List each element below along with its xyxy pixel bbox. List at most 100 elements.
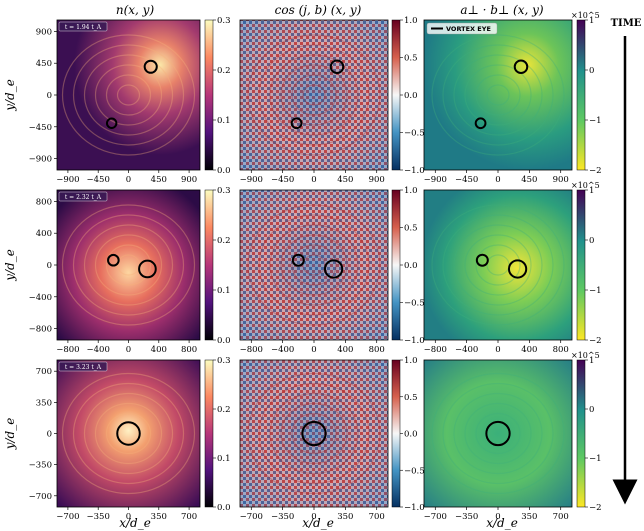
x-tick-label: 700 (369, 512, 385, 522)
vortex-eye-circle (474, 117, 487, 130)
swirl-contour (258, 214, 370, 316)
swirl-contour (269, 392, 359, 475)
vortex-eye-circle (143, 59, 158, 74)
swirl-contour (83, 224, 174, 306)
panel-r3-c1: −700 −350 0 350 700 −700 −350 0 350 700 t = 3.23 t… (3, 356, 231, 522)
colorbar-tick-label: 0.1 (217, 116, 231, 126)
x-tick-label: −900 (424, 175, 447, 185)
y-tick-label: −400 (29, 293, 52, 303)
swirl-contour (258, 382, 370, 485)
swirl-contour (94, 402, 163, 465)
x-tick-label: 0 (126, 345, 131, 355)
panel-r1-c3: −900 −450 0 450 900 VORTEX EYE 1 0 −1 −2 ×10^5 (423, 11, 602, 185)
colorbar-tick-label: 0.0 (404, 261, 418, 271)
swirl-contour (291, 244, 337, 286)
colorbar-tick-label: −1 (589, 116, 602, 126)
colorbar-tick-label: 0.2 (217, 66, 231, 76)
colorbar-tick-label: −2 (589, 336, 602, 346)
colorbar-tick-label: 0.5 (404, 393, 418, 403)
vortex-eye-circle (485, 420, 511, 447)
swirl-contour (431, 372, 565, 495)
colorbar-tick-label: 1.0 (404, 186, 418, 196)
swirl-contour (431, 204, 565, 326)
x-tick-label: 900 (369, 175, 385, 185)
x-tick-label: 800 (181, 345, 197, 355)
colorbar-product: 1 0 −1 −2 ×10^5 (571, 351, 602, 513)
colorbar-bar (391, 19, 401, 171)
colorbar-tick-label: −2 (589, 166, 602, 176)
colorbar-tick-label: 0.0 (217, 336, 231, 346)
vortex-eye-circle (107, 253, 120, 267)
swirl-contour (475, 412, 521, 455)
swirl-contour (72, 382, 185, 485)
panel-image (57, 190, 200, 340)
x-tick-label: −900 (56, 175, 79, 185)
x-tick-label: −800 (240, 345, 263, 355)
time-badge-bg (58, 21, 108, 32)
panel-overlay (240, 360, 388, 507)
colorbar-tick-label: −1.0 (404, 503, 425, 513)
panel-r3-c2: −700 −350 0 350 700 1.0 0.5 0.0 −0.5 −1.0 (239, 356, 425, 522)
swirl-contour (61, 204, 196, 326)
x-tick-label: −400 (87, 345, 110, 355)
swirl-contour (280, 234, 348, 296)
x-tick-label: 350 (337, 512, 353, 522)
vortex-eye-circle (116, 421, 141, 446)
colorbar-tick-label: 0.3 (217, 186, 231, 196)
panel-image (57, 360, 200, 507)
x-tick-label: 400 (337, 345, 353, 355)
y-tick-label: 350 (36, 398, 52, 408)
x-tick-label: −450 (271, 175, 294, 185)
swirl-contour (442, 44, 554, 146)
x-tick-label: 450 (337, 175, 353, 185)
swirl-contour (61, 372, 196, 495)
vortex-eye-circle (301, 420, 327, 447)
x-tick-label: 800 (553, 345, 569, 355)
x-axis-label-col3: x/d_e (486, 516, 518, 530)
panel-r1-c2: −900 −450 0 450 900 1.0 0.5 0.0 −0.5 −1.0 (239, 16, 425, 185)
x-tick-label: 0 (311, 175, 316, 185)
y-tick-label: −450 (29, 123, 52, 133)
x-tick-label: 0 (311, 512, 316, 522)
time-badge-text: t = 3.23 t_A (65, 364, 102, 371)
x-tick-label: 700 (553, 512, 569, 522)
colorbar-tick-label: 0.2 (217, 236, 231, 246)
x-tick-label: 0 (126, 512, 131, 522)
colorbar-tick-label: 0 (589, 405, 594, 415)
colorbar-density: 0.0 0.1 0.2 0.3 (204, 356, 231, 513)
panel-r2-c3: −800 −400 0 400 800 1 0 −1 −2 ×10^5 (423, 181, 602, 355)
colorbar-tick-label: 1 (589, 16, 594, 26)
x-tick-label: −350 (455, 512, 478, 522)
colorbar-bar (204, 189, 214, 341)
swirl-contour (464, 402, 532, 465)
vortex-eye-circle (105, 117, 118, 129)
vortex-eye-circle (323, 259, 344, 279)
y-tick-label: 800 (36, 197, 52, 207)
colorbar-tick-label: −0.5 (404, 299, 425, 309)
vortex-eye-circle (291, 253, 305, 267)
colorbar-tick-label: −1 (589, 286, 602, 296)
panel-r2-c2: −800 −400 0 400 800 1.0 0.5 0.0 −0.5 −1.0 (239, 186, 425, 355)
x-tick-label: −800 (424, 345, 447, 355)
x-tick-label: −450 (455, 175, 478, 185)
colorbar-tick-label: 0 (589, 236, 594, 246)
colorbar-bar (204, 359, 214, 508)
panel-image (424, 360, 572, 507)
colorbar-tick-label: 1 (589, 186, 594, 196)
x-tick-label: 400 (521, 345, 537, 355)
y-tick-label: 0 (47, 261, 52, 271)
x-axis-label-col2: x/d_e (302, 516, 334, 530)
swirl-contour (105, 74, 152, 116)
y-tick-label: −900 (29, 155, 52, 165)
swirl-contour (442, 382, 554, 485)
swirl-contour (291, 412, 337, 455)
swirl-contour (464, 234, 532, 296)
swirl-contour (302, 84, 326, 106)
y-tick-label: 400 (36, 229, 52, 239)
colorbar-density: 0.0 0.1 0.2 0.3 (204, 16, 231, 176)
x-tick-label: −350 (271, 512, 294, 522)
panel-r2-c1: −800 −400 0 400 800 −800 −400 0 400 800 t = 2.32 t… (3, 186, 231, 355)
vortex-eye-circle (329, 59, 345, 75)
x-tick-label: 900 (553, 175, 569, 185)
